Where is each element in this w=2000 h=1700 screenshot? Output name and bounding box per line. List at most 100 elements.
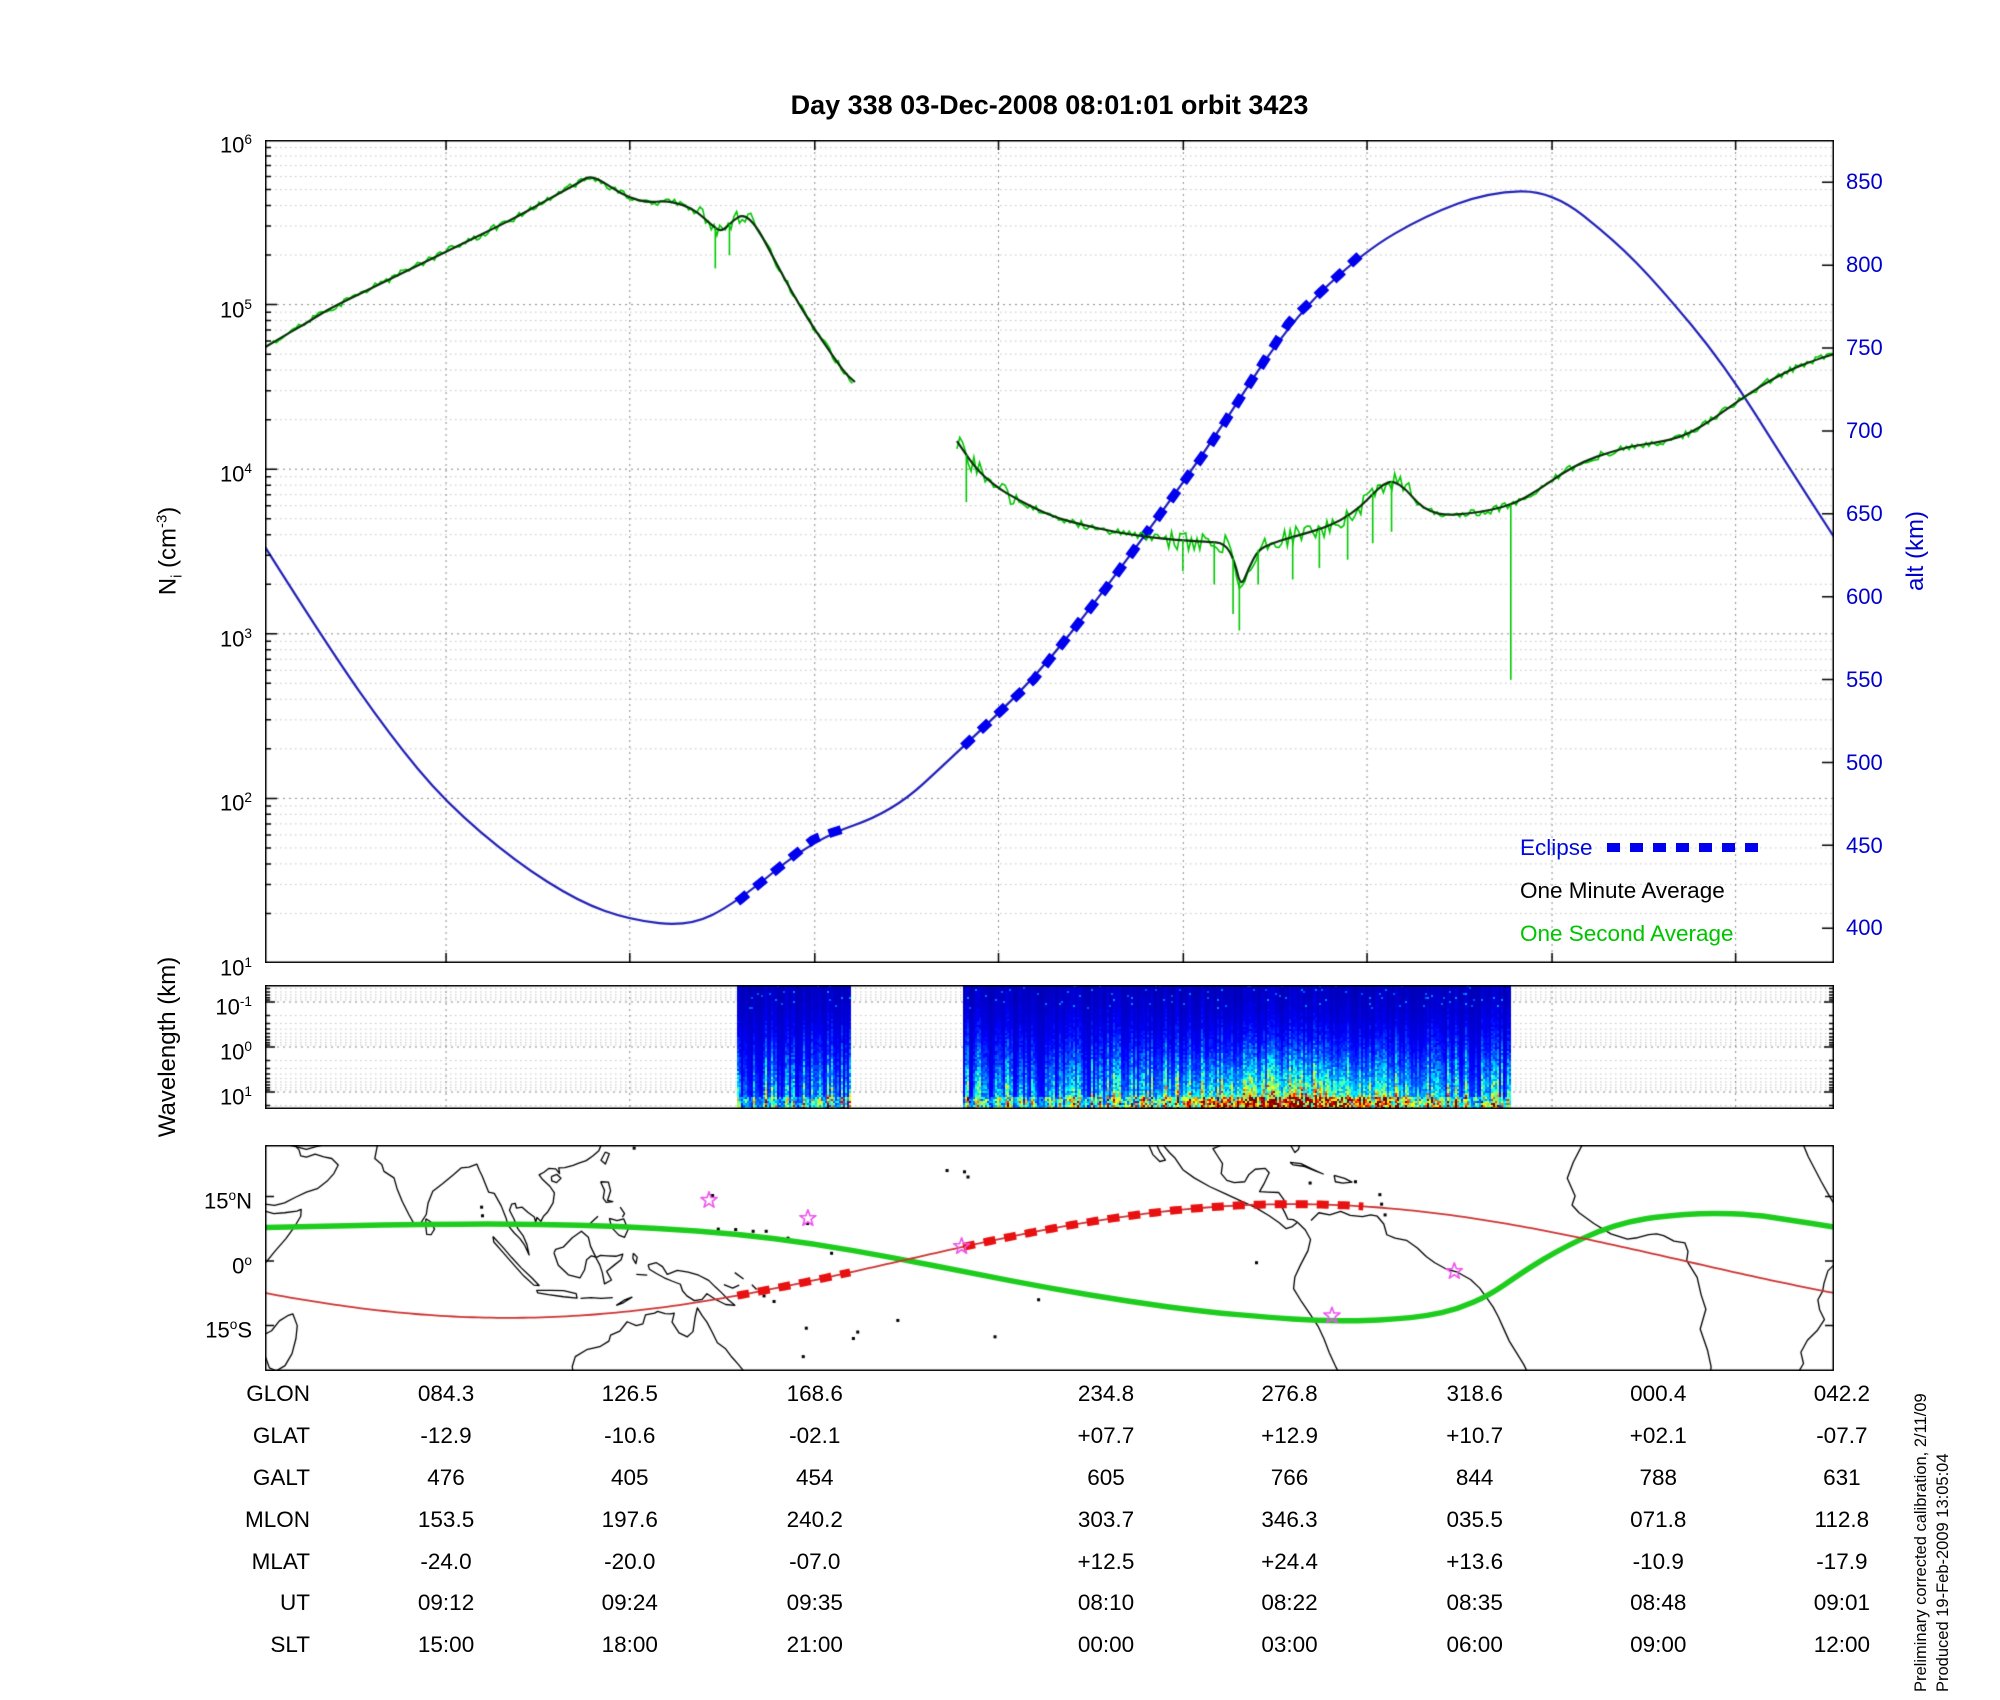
- table-cell: 234.8: [1077, 1381, 1135, 1406]
- table-cell: 276.8: [1261, 1381, 1318, 1406]
- table-cell: -24.0: [420, 1549, 472, 1574]
- table-cell: 08:35: [1446, 1590, 1503, 1615]
- ni-axis-label: Ni (cm-3): [154, 506, 186, 596]
- table-cell: +24.4: [1261, 1549, 1319, 1574]
- table-cell: 09:24: [601, 1590, 658, 1615]
- table-cell: 240.2: [786, 1507, 843, 1532]
- table-cell: -07.0: [789, 1549, 841, 1574]
- alt-tick-label: 700: [1846, 418, 1883, 443]
- ni-tick-label: 104: [219, 461, 252, 487]
- wavelength-tick-label: 100: [219, 1039, 252, 1065]
- side-note-calibration: Preliminary corrected calibration, 2/11/…: [1912, 1393, 1930, 1692]
- table-cell: 09:00: [1630, 1632, 1687, 1657]
- legend-row-one-minute: One Minute Average: [1520, 869, 1759, 912]
- table-cell: 08:22: [1261, 1590, 1318, 1615]
- table-cell: 168.6: [786, 1381, 843, 1406]
- table-cell: +10.7: [1446, 1423, 1504, 1448]
- table-cell: 605: [1087, 1465, 1125, 1490]
- table-cell: -02.1: [789, 1423, 841, 1448]
- table-cell: 21:00: [786, 1632, 843, 1657]
- table-row-label: GALT: [252, 1465, 310, 1490]
- ni-tick-label: 105: [219, 296, 252, 322]
- table-cell: 197.6: [601, 1507, 658, 1532]
- side-note-produced: Produced 19-Feb-2009 13:05:04: [1934, 1453, 1952, 1692]
- table-row-label: UT: [280, 1590, 310, 1615]
- lat-tick-label: 0o: [232, 1253, 252, 1279]
- table-cell: -12.9: [420, 1423, 472, 1448]
- legend-one-minute-label: One Minute Average: [1520, 877, 1725, 903]
- wavelength-tick-label: 10-1: [215, 994, 252, 1020]
- page-title: Day 338 03-Dec-2008 08:01:01 orbit 3423: [790, 90, 1309, 120]
- wavelength-spectrogram-canvas: [265, 985, 1834, 1109]
- table-row-label: GLON: [246, 1381, 310, 1406]
- alt-tick-label: 600: [1846, 583, 1883, 609]
- legend-eclipse-label: Eclipse: [1520, 834, 1593, 860]
- table-cell: -07.7: [1816, 1423, 1868, 1448]
- table-cell: 476: [427, 1465, 465, 1490]
- alt-tick-label: 650: [1846, 500, 1883, 526]
- table-cell: 08:10: [1077, 1590, 1135, 1615]
- table-row-label: SLT: [270, 1632, 310, 1657]
- legend-one-second-label: One Second Average: [1520, 920, 1734, 946]
- alt-tick-label: 850: [1846, 169, 1883, 195]
- table-cell: 318.6: [1446, 1381, 1503, 1406]
- alt-tick-label: 500: [1846, 749, 1883, 775]
- table-row-label: MLAT: [251, 1549, 310, 1574]
- table-row-label: MLON: [244, 1507, 310, 1532]
- table-cell: -17.9: [1816, 1549, 1868, 1574]
- table-cell: 788: [1639, 1465, 1678, 1490]
- table-cell: 153.5: [417, 1507, 475, 1532]
- table-cell: 09:01: [1813, 1590, 1870, 1615]
- table-cell: 09:12: [417, 1590, 475, 1615]
- wavelength-tick-label: 101: [219, 1084, 252, 1110]
- ni-tick-label: 106: [219, 132, 252, 158]
- legend-row-eclipse: Eclipse: [1520, 826, 1759, 869]
- table-cell: +02.1: [1629, 1423, 1687, 1448]
- ni-tick-label: 101: [219, 955, 252, 981]
- table-cell: +12.5: [1077, 1549, 1135, 1574]
- ni-tick-label: 103: [219, 625, 252, 652]
- alt-tick-label: 550: [1846, 666, 1883, 692]
- table-cell: +12.9: [1261, 1423, 1319, 1448]
- table-cell: 084.3: [417, 1381, 475, 1406]
- legend-row-one-second: One Second Average: [1520, 912, 1759, 955]
- lat-tick-label: 15oS: [205, 1317, 252, 1343]
- table-row-label: GLAT: [252, 1423, 310, 1448]
- table-cell: 405: [611, 1465, 649, 1490]
- table-cell: 18:00: [601, 1632, 658, 1657]
- table-cell: 126.5: [601, 1381, 658, 1406]
- table-cell: 766: [1270, 1465, 1309, 1490]
- table-cell: 346.3: [1261, 1507, 1318, 1532]
- table-cell: 03:00: [1261, 1632, 1318, 1657]
- table-cell: 09:35: [786, 1590, 843, 1615]
- table-cell: +13.6: [1446, 1549, 1504, 1574]
- table-cell: 042.2: [1813, 1381, 1870, 1406]
- legend-eclipse-swatch: [1606, 843, 1759, 852]
- ni-tick-label: 102: [219, 790, 252, 816]
- table-cell: 844: [1455, 1465, 1494, 1490]
- table-cell: 454: [795, 1465, 834, 1490]
- ground-track-map-canvas: [265, 1145, 1834, 1371]
- table-cell: 12:00: [1813, 1632, 1870, 1657]
- table-cell: -10.6: [604, 1423, 656, 1448]
- alt-tick-label: 800: [1846, 252, 1883, 278]
- alt-tick-label: 400: [1846, 915, 1883, 941]
- table-cell: -10.9: [1632, 1549, 1684, 1574]
- legend: Eclipse One Minute Average One Second Av…: [1520, 826, 1759, 955]
- lat-tick-label: 15oN: [204, 1188, 252, 1214]
- table-cell: 08:48: [1630, 1590, 1687, 1615]
- table-cell: 303.7: [1077, 1507, 1135, 1532]
- table-cell: 15:00: [417, 1632, 475, 1657]
- table-cell: 06:00: [1446, 1632, 1503, 1657]
- density-altitude-plot-canvas: [265, 140, 1834, 963]
- table-cell: 071.8: [1630, 1507, 1687, 1532]
- table-cell: 631: [1823, 1465, 1861, 1490]
- table-cell: +07.7: [1077, 1423, 1135, 1448]
- table-cell: 112.8: [1814, 1507, 1870, 1532]
- table-cell: 00:00: [1077, 1632, 1135, 1657]
- table-cell: -20.0: [604, 1549, 656, 1574]
- alt-tick-label: 750: [1846, 335, 1883, 361]
- alt-tick-label: 450: [1846, 832, 1883, 858]
- table-cell: 000.4: [1630, 1381, 1687, 1406]
